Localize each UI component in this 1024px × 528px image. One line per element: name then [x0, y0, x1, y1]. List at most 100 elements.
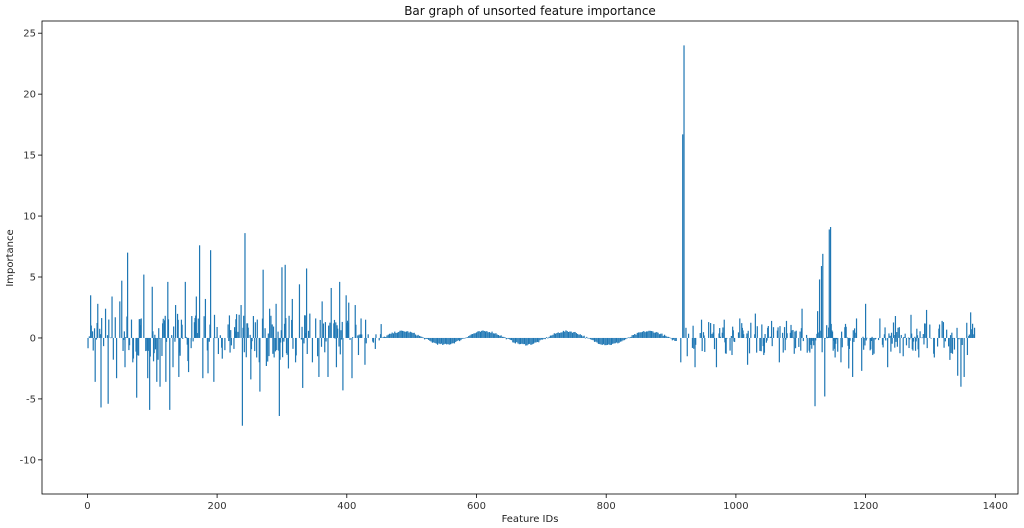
- bar-feature-1016: [745, 337, 747, 339]
- bar-feature-414: [355, 324, 357, 338]
- bar-feature-1126: [817, 311, 819, 338]
- bar-feature-366: [324, 337, 326, 353]
- bar-feature-1180: [852, 337, 854, 377]
- bar-feature-748: [571, 332, 574, 338]
- bar-feature-295: [278, 337, 280, 351]
- bar-feature-804: [608, 337, 610, 345]
- bar-feature-794: [601, 337, 603, 345]
- bar-feature-75: [135, 337, 137, 352]
- bar-feature-1197: [863, 337, 865, 350]
- bar-feature-21: [100, 337, 102, 408]
- bar-feature-826: [622, 337, 624, 341]
- bar-feature-71: [132, 337, 135, 359]
- bar-feature-933: [691, 337, 694, 348]
- bar-feature-417: [357, 335, 359, 338]
- bar-feature-824: [621, 337, 623, 342]
- bar-feature-405: [349, 337, 351, 340]
- bar-feature-738: [565, 330, 567, 338]
- bar-feature-384: [335, 337, 338, 368]
- bar-feature-38: [111, 296, 113, 338]
- y-tick-label: -10: [20, 455, 36, 466]
- bar-feature-994: [731, 337, 733, 356]
- bar-feature-1113: [808, 337, 810, 351]
- bar-feature-632: [496, 334, 498, 338]
- bar-feature-888: [662, 335, 664, 338]
- bar-feature-109: [157, 337, 159, 360]
- bar-feature-814: [614, 337, 616, 344]
- bar-feature-542: [438, 337, 440, 344]
- bar-feature-784: [595, 337, 597, 342]
- bar-feature-822: [619, 337, 622, 342]
- bar-feature-582: [464, 337, 466, 339]
- x-tick-label: 1200: [853, 501, 878, 512]
- bar-feature-1086: [791, 330, 793, 338]
- bar-feature-904: [673, 337, 675, 340]
- bar-feature-850: [638, 332, 640, 338]
- bar-feature-1058: [772, 327, 775, 338]
- bar-feature-127: [169, 337, 171, 410]
- bar-feature-105: [154, 337, 157, 350]
- bar-feature-93: [147, 337, 149, 379]
- bar-feature-61: [126, 316, 128, 338]
- bar-feature-1349: [961, 337, 963, 346]
- bar-feature-644: [504, 337, 506, 338]
- bar-feature-1336: [953, 337, 955, 339]
- bar-feature-654: [510, 337, 513, 341]
- bar-feature-818: [617, 337, 619, 344]
- bar-feature-636: [499, 335, 501, 338]
- bar-feature-998: [734, 337, 736, 342]
- bar-feature-299: [280, 330, 282, 338]
- bar-feature-1053: [769, 336, 771, 338]
- bar-feature-624: [491, 331, 493, 338]
- bar-feature-222: [230, 337, 232, 346]
- bar-feature-1119: [812, 337, 814, 341]
- bar-feature-291: [275, 303, 277, 338]
- bar-feature-117: [162, 318, 164, 338]
- bar-feature-698: [539, 337, 541, 341]
- bar-feature-173: [198, 245, 201, 338]
- bar-feature-391: [340, 330, 342, 338]
- bar-feature-116: [162, 323, 164, 338]
- bar-feature-1253: [899, 337, 901, 354]
- bar-feature-482: [399, 330, 401, 338]
- bar-feature-788: [597, 337, 600, 344]
- bar-feature-335: [304, 315, 306, 338]
- bar-feature-732: [561, 332, 563, 338]
- bar-feature-220: [229, 337, 231, 353]
- bar-feature-1299: [929, 324, 931, 338]
- bar-feature-1170: [845, 326, 847, 338]
- bar-feature-115: [161, 337, 163, 356]
- bar-feature-476: [395, 333, 397, 338]
- bar-feature-1173: [847, 337, 849, 346]
- bar-feature-560: [449, 337, 452, 345]
- bar-feature-540: [436, 337, 439, 345]
- bar-feature-1199: [864, 337, 866, 346]
- bar-feature-271: [262, 269, 264, 338]
- bar-feature-1125: [816, 333, 818, 338]
- bar-feature-474: [394, 331, 396, 338]
- bar-feature-36: [110, 337, 112, 339]
- bar-feature-686: [531, 337, 533, 345]
- bar-feature-14: [95, 337, 98, 340]
- bar-feature-548: [442, 337, 444, 345]
- bar-feature-1079: [786, 333, 788, 338]
- bar-feature-1363: [970, 329, 972, 338]
- bar-feature-1090: [793, 337, 795, 354]
- bar-feature-1176: [849, 337, 851, 341]
- bar-feature-227: [234, 327, 236, 338]
- bar-feature-189: [209, 324, 211, 338]
- bars-group: [87, 45, 976, 426]
- bar-feature-1023: [750, 322, 752, 338]
- x-axis-title: Feature IDs: [502, 514, 559, 525]
- bar-feature-1147: [830, 323, 832, 338]
- bar-feature-1261: [904, 333, 906, 338]
- bar-feature-965: [712, 332, 714, 338]
- bar-feature-754: [575, 333, 577, 338]
- bar-feature-656: [512, 337, 514, 343]
- bar-feature-566: [453, 337, 456, 344]
- bar-feature-70: [132, 337, 134, 363]
- bar-feature-1333: [951, 332, 953, 338]
- bar-feature-1356: [966, 322, 968, 338]
- bar-feature-332: [302, 337, 304, 388]
- bar-feature-168: [195, 296, 197, 338]
